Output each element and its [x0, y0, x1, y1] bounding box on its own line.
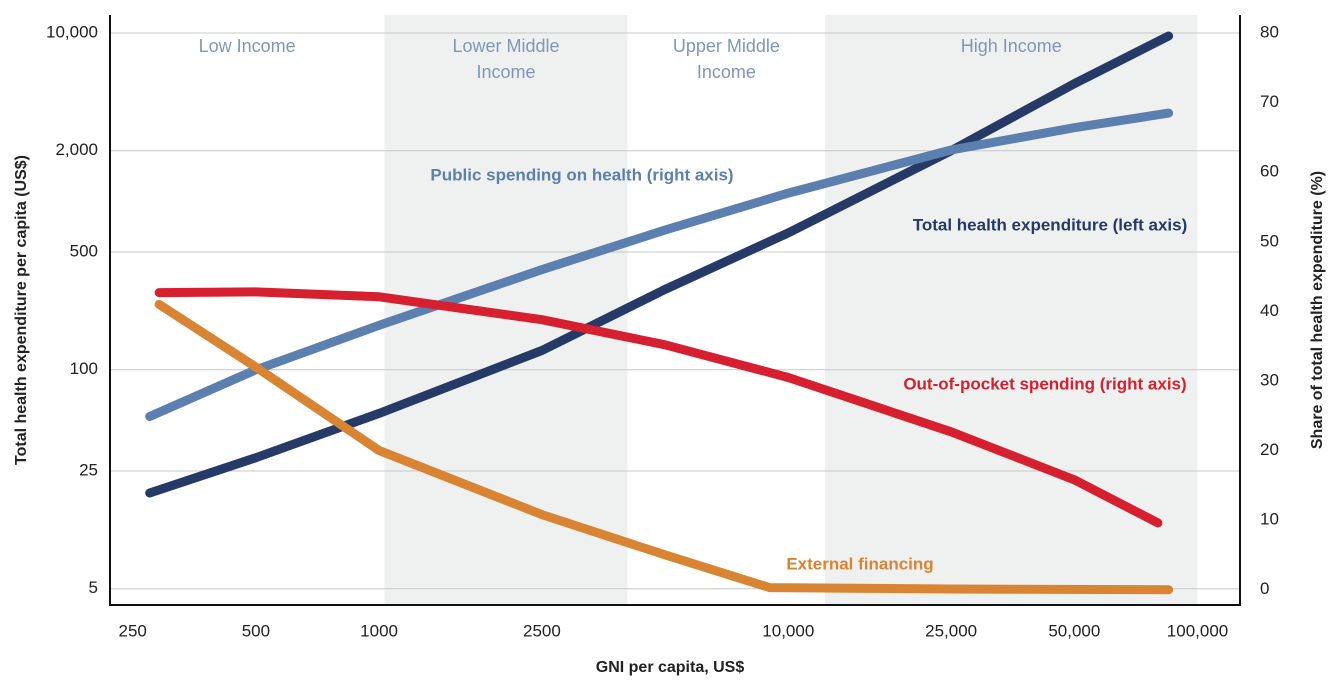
y-tick-label: 10,000	[46, 23, 98, 42]
income-band-label: Upper Middle	[673, 36, 780, 56]
x-tick-label: 25,000	[925, 621, 977, 640]
x-tick-label: 50,000	[1048, 621, 1100, 640]
series-line	[154, 299, 1174, 595]
y2-tick-label: 20	[1260, 440, 1279, 459]
y2-tick-label: 30	[1260, 370, 1279, 389]
x-tick-label: 500	[242, 621, 270, 640]
series-label: Out-of-pocket spending (right axis)	[903, 374, 1186, 393]
y-tick-label: 2,000	[55, 140, 98, 159]
y2-tick-label: 40	[1260, 301, 1279, 320]
y-tick-label: 100	[70, 359, 98, 378]
y-tick-label: 5	[89, 578, 98, 597]
labels: Low Income Lower Middle Income Upper Middle…	[46, 23, 1279, 641]
y2-tick-label: 60	[1260, 162, 1279, 181]
y-tick-label: 25	[79, 461, 98, 480]
x-tick-label: 1000	[360, 621, 398, 640]
y-tick-label: 500	[70, 242, 98, 261]
series-label: External financing	[786, 554, 933, 573]
series-label: Public spending on health (right axis)	[430, 165, 733, 184]
series-label: Total health expenditure (left axis)	[913, 215, 1188, 234]
series-lines	[145, 31, 1174, 595]
x-tick-label: 10,000	[762, 621, 814, 640]
y2-tick-label: 10	[1260, 510, 1279, 529]
income-bands	[384, 15, 1198, 605]
x-axis-title: GNI per capita, US$	[596, 659, 745, 676]
income-band-label: Income	[476, 62, 535, 82]
income-band-label: Income	[697, 62, 756, 82]
x-tick-label: 2500	[523, 621, 561, 640]
grid	[109, 15, 1241, 606]
x-tick-label: 100,000	[1167, 621, 1228, 640]
series-line	[145, 31, 1174, 498]
series-line	[145, 108, 1174, 421]
y2-tick-label: 70	[1260, 92, 1279, 111]
income-band-label: Lower Middle	[452, 36, 559, 56]
income-band-label: Low Income	[199, 36, 296, 56]
y2-tick-label: 50	[1260, 231, 1279, 250]
y2-tick-label: 80	[1260, 23, 1279, 42]
y2-tick-label: 0	[1260, 579, 1269, 598]
x-tick-label: 250	[119, 621, 147, 640]
income-band-label: High Income	[961, 36, 1062, 56]
y-axis-title: Total health expenditure per capita (US$…	[13, 155, 30, 465]
y2-axis-title: Share of total health expenditure (%)	[1309, 171, 1326, 449]
series-line	[154, 287, 1163, 528]
